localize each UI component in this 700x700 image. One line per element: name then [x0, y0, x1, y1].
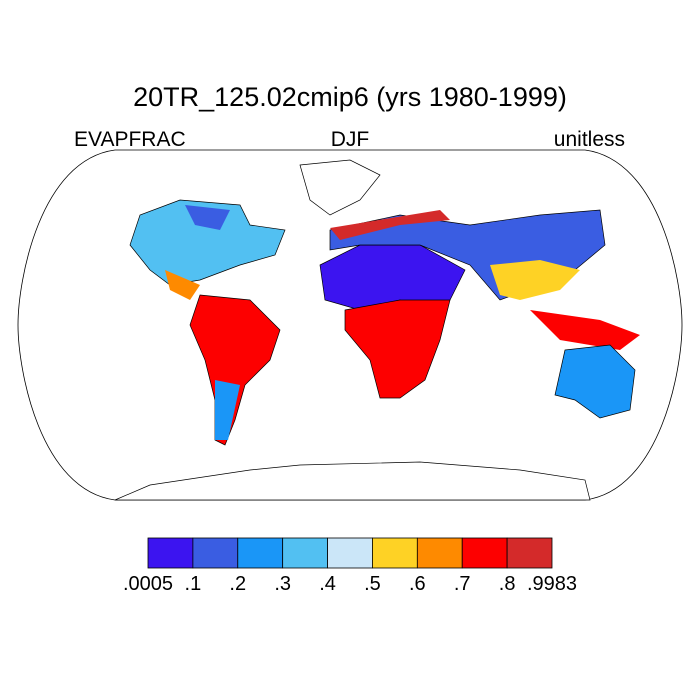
colorbar-label: .1 — [185, 573, 202, 595]
map — [17, 149, 683, 501]
colorbar-box — [506, 537, 553, 569]
colorbar-box — [461, 537, 508, 569]
center-label: DJF — [331, 128, 370, 151]
colorbar-label: .0005 — [123, 573, 173, 595]
colorbar-box — [192, 537, 239, 569]
colorbar-box — [372, 537, 418, 569]
colorbar-label: .6 — [409, 573, 426, 595]
greenland — [299, 159, 381, 216]
south-africa — [344, 299, 451, 399]
central-america — [165, 270, 200, 300]
na-east — [185, 205, 230, 230]
south-asia — [490, 260, 580, 300]
right-label: unitless — [554, 128, 625, 151]
colorbar-box — [237, 537, 284, 569]
maritime — [530, 310, 640, 350]
left-label: EVAPFRAC — [74, 128, 186, 151]
south-america — [189, 294, 281, 446]
colorbar-label: .4 — [319, 573, 336, 595]
colorbar-box — [327, 537, 373, 569]
colorbar-label: .5 — [364, 573, 381, 595]
australia — [554, 344, 636, 419]
sa-south — [215, 380, 240, 440]
colorbar-box — [282, 537, 328, 569]
colorbar-box — [147, 537, 194, 569]
north-america — [129, 199, 286, 286]
eurasia-north — [330, 210, 450, 240]
antarctica — [114, 461, 591, 501]
title: 20TR_125.02cmip6 (yrs 1980-1999) — [133, 82, 567, 112]
colorbar-box — [416, 537, 463, 569]
colorbar-label: .2 — [229, 573, 246, 595]
colorbar-label: .8 — [499, 573, 516, 595]
colorbar-label: .9983 — [527, 573, 577, 595]
colorbar: .0005 .1 .2 .3 .4 .5 .6 .7 .8 .9983 — [123, 537, 577, 595]
colorbar-label: .7 — [454, 573, 471, 595]
colorbar-label: .3 — [274, 573, 291, 595]
